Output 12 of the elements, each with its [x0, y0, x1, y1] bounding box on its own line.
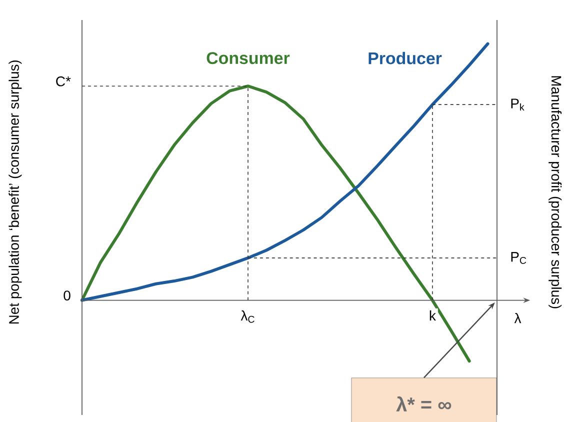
x-tick-label: k: [430, 310, 436, 321]
text: 0: [64, 290, 70, 300]
y-axis-title: Net population ‘benefit’ (consumer surplus): [8, 60, 22, 324]
ref-line-label: C*: [56, 76, 71, 86]
series-label: Consumer: [206, 52, 290, 64]
text: λ* = ∞: [396, 396, 452, 412]
ref-line-label: P$_{k}$: [511, 98, 524, 110]
ref-line-label: P$_{C}$: [511, 252, 526, 264]
y2-axis-title: Manufacturer profit (producer surplus): [548, 76, 562, 308]
x-axis-title: λ: [514, 313, 522, 324]
series-label: Producer: [368, 52, 442, 64]
x-tick-label: λ$_{C}$: [240, 310, 254, 323]
